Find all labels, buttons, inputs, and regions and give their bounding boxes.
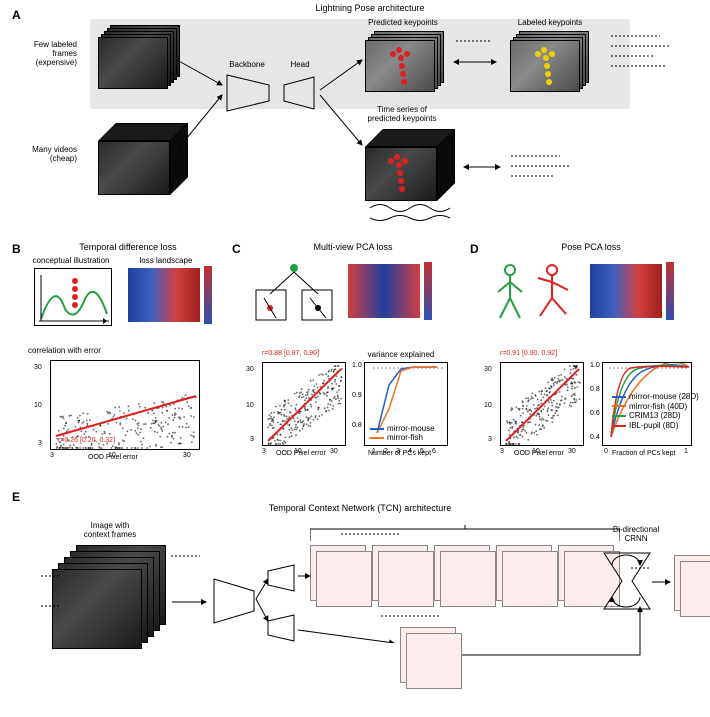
panel-b-corr-title: correlation with error <box>28 346 128 355</box>
glyph-e1 <box>40 575 60 577</box>
arrow-e1 <box>170 595 210 609</box>
panel-b-sub-right: loss landscape <box>126 256 206 265</box>
compare-arrow-bottom <box>460 160 504 174</box>
crnn-shape <box>602 551 652 611</box>
panel-a-label: A <box>12 8 21 22</box>
glyph-3 <box>610 55 655 57</box>
legend-c: mirror-mouse mirror-fish <box>370 424 435 442</box>
panel-e-title: Temporal Context Network (TCN) architect… <box>210 503 510 513</box>
panel-b-concept <box>34 268 112 326</box>
panel-c-heatmap <box>348 264 420 318</box>
panel-c-scatter <box>262 362 346 446</box>
panel-c-corr: r=0.88 [0.87, 0.90] <box>262 350 319 357</box>
panel-b-corr: r=0.26 [0.20, 0.32] <box>58 437 115 444</box>
arrow-e2 <box>298 569 312 583</box>
labeled-kp-label: Labeled keypoints <box>505 18 595 27</box>
panel-d-label: D <box>470 242 479 256</box>
panel-d: Pose PCA loss r=0.91 [0.90, 0.92] OOD Pi… <box>486 242 701 492</box>
glyph-e3 <box>170 555 200 557</box>
panel-c-title: Multi-view PCA loss <box>278 242 428 252</box>
bracket <box>310 525 620 545</box>
glyph-e4 <box>340 533 400 535</box>
many-videos-label: Many videos (cheap) <box>5 145 77 163</box>
panel-b-sub-left: conceptual illustration <box>26 256 116 265</box>
panel-d-title: Pose PCA loss <box>526 242 656 252</box>
dots-top <box>455 40 491 42</box>
panel-c-colorbar <box>424 262 434 322</box>
compare-arrow-top <box>450 55 500 69</box>
input-arrows <box>172 35 232 165</box>
backbone-shape <box>225 73 271 113</box>
panel-c: Multi-view PCA loss r=0.88 [0.87, 0.90] … <box>248 242 458 492</box>
glyph-4 <box>610 65 665 67</box>
arrow-e5 <box>652 575 672 589</box>
panel-d-heatmap <box>590 264 662 318</box>
head-e-bot <box>266 613 296 643</box>
panel-b-heatmap <box>128 268 200 322</box>
panel-d-scatter <box>500 362 584 446</box>
backbone-label: Backbone <box>222 60 272 69</box>
glyph-6 <box>510 165 570 167</box>
arrow-e4 <box>622 567 652 581</box>
output-arrows <box>318 35 368 165</box>
merge-arrow <box>460 605 680 665</box>
panel-b: Temporal difference loss conceptual illu… <box>28 242 218 492</box>
glyph-2 <box>610 45 670 47</box>
panel-b-label: B <box>12 242 21 256</box>
panel-a-title: Lightning Pose architecture <box>270 3 470 13</box>
panel-b-colorbar <box>204 266 214 326</box>
few-labeled-label: Few labeled frames (expensive) <box>5 40 77 67</box>
glyph-e6 <box>630 567 650 569</box>
panel-e-leftlabel: Image with context frames <box>60 521 160 539</box>
panel-e-label: E <box>12 490 20 504</box>
panel-c-concept <box>252 260 336 326</box>
panel-a: Lightning Pose architecture Few labeled … <box>50 5 680 215</box>
glyph-5 <box>510 155 560 157</box>
panel-c-label: C <box>232 242 241 256</box>
predicted-kp-label: Predicted keypoints <box>358 18 448 27</box>
panel-d-colorbar <box>666 262 676 322</box>
glyph-7 <box>510 175 555 177</box>
glyph-1 <box>610 35 660 37</box>
panel-b-title: Temporal difference loss <box>48 242 208 252</box>
panel-d-corr: r=0.91 [0.90, 0.92] <box>500 350 557 357</box>
backbone-e <box>212 577 256 625</box>
panel-d-concept <box>490 260 580 328</box>
split-arrows-e <box>254 569 270 629</box>
panel-e: Temporal Context Network (TCN) architect… <box>40 505 690 705</box>
panel-d-right-xlabel: Fraction of PCs kept <box>612 450 675 457</box>
panel-c-varexp-title: variance explained <box>356 350 446 359</box>
legend-d: mirror-mouse (28D) mirror-fish (40D) CRI… <box>612 392 699 430</box>
arrow-e3 <box>298 623 398 643</box>
glyph-e5 <box>380 615 440 617</box>
glyph-e2 <box>40 605 60 607</box>
trace-2 <box>370 211 460 225</box>
crnn-label: Bi-directional CRNN <box>596 525 676 543</box>
head-label: Head <box>280 60 320 69</box>
head-shape <box>282 75 316 111</box>
timeseries-label: Time series of predicted keypoints <box>352 105 452 123</box>
head-e-top <box>266 563 296 593</box>
